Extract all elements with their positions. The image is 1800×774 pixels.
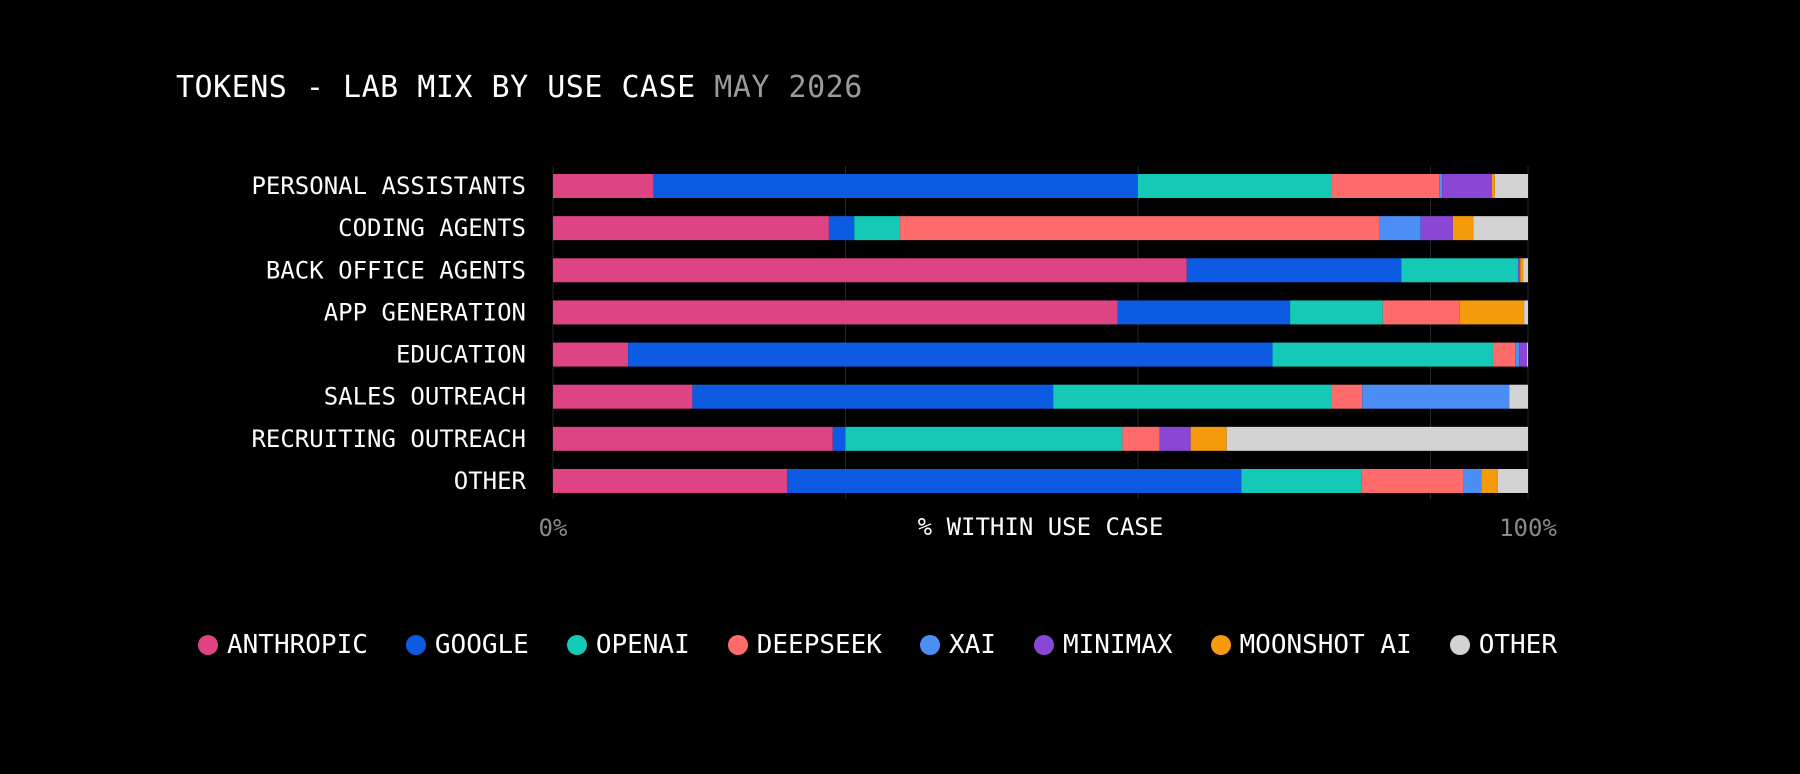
bar-segment-deepseek (1492, 342, 1516, 367)
bar-segment-deepseek (1382, 300, 1460, 325)
bar-segment-anthropic (553, 216, 829, 241)
bar-segment-other (1524, 300, 1528, 325)
category-labels: PERSONAL ASSISTANTS CODING AGENTS BACK OFF… (251, 172, 526, 495)
legend-label: ANTHROPIC (227, 630, 368, 660)
chart-title: TOKENS - LAB MIX BY USE CASE MAY 2026 (176, 70, 863, 105)
legend-item: GOOGLE (405, 630, 529, 660)
legend-label: MINIMAX (1062, 630, 1173, 660)
legend-swatch (727, 635, 748, 655)
bar-segment-anthropic (553, 258, 1187, 283)
bar-segment-openai (1290, 300, 1383, 325)
legend-label: OPENAI (595, 630, 690, 660)
bar-segment-minimax (1442, 174, 1492, 198)
bar-segment-other (1527, 342, 1528, 367)
category-label: EDUCATION (396, 341, 526, 369)
bar-segment-deepseek (1122, 426, 1160, 451)
chart-title-main: TOKENS - LAB MIX BY USE CASE (176, 70, 696, 105)
bar-segment-moonshot-ai (1190, 426, 1227, 451)
legend: ANTHROPIC GOOGLE OPENAI DEEPSEEK XAI MINIMAX M… (198, 630, 1595, 660)
legend-item: OTHER (1449, 630, 1557, 660)
legend-swatch (1210, 635, 1231, 655)
bar-segment-other (1226, 426, 1528, 451)
legend-swatch (566, 635, 587, 655)
legend-swatch (1033, 635, 1054, 655)
bar-segment-xai (1379, 216, 1421, 241)
bar-segment-google (628, 342, 1273, 367)
legend-item: ANTHROPIC (198, 630, 368, 660)
bar-segment-minimax (1159, 426, 1191, 451)
legend-label: XAI (948, 630, 996, 660)
bar-segment-google (653, 174, 1138, 198)
bar-segment-xai (1515, 342, 1520, 367)
bar-segment-google (1117, 300, 1291, 325)
legend-swatch (405, 635, 426, 655)
legend-swatch (1449, 635, 1470, 655)
legend-label: MOONSHOT AI (1239, 630, 1412, 660)
bars (553, 174, 1528, 493)
bar-segment-xai (1362, 384, 1510, 409)
bar-segment-deepseek (1331, 384, 1363, 409)
bar-segment-xai (1463, 468, 1482, 493)
category-label: RECRUITING OUTREACH (251, 425, 526, 453)
x-axis-label: % WITHIN USE CASE (918, 513, 1164, 541)
chart-title-date: MAY 2026 (714, 70, 863, 105)
bar-segment-openai (1241, 468, 1362, 493)
bar-segment-minimax (1420, 216, 1453, 241)
bar-segment-other (1523, 258, 1528, 283)
bar-segment-google (692, 384, 1054, 409)
bar-segment-minimax (1518, 258, 1521, 283)
bar-segment-xai (1439, 174, 1443, 198)
category-label: PERSONAL ASSISTANTS (251, 172, 526, 200)
bar-segment-google (787, 468, 1242, 493)
bar-segment-moonshot-ai (1520, 258, 1524, 283)
bar-segment-openai (1053, 384, 1332, 409)
legend-label: DEEPSEEK (756, 630, 882, 660)
legend-item: MOONSHOT AI (1210, 630, 1412, 660)
bar-segment-anthropic (553, 300, 1118, 325)
category-label: SALES OUTREACH (324, 383, 526, 411)
x-axis: 0% 100% % WITHIN USE CASE (539, 513, 1558, 542)
bar-segment-google (1186, 258, 1402, 283)
bar-segment-openai (1272, 342, 1493, 367)
bar-segment-anthropic (553, 468, 787, 493)
bar-segment-openai (1401, 258, 1519, 283)
bar-segment-openai (854, 216, 901, 241)
bar-segment-minimax (1519, 342, 1528, 367)
category-label: APP GENERATION (324, 298, 526, 326)
x-tick-label: 0% (539, 514, 568, 542)
x-tick-label: 100% (1499, 514, 1557, 542)
bar-segment-other (1473, 216, 1528, 241)
bar-segment-other (1497, 468, 1528, 493)
legend-swatch (198, 635, 218, 655)
bar-segment-moonshot-ai (1459, 300, 1525, 325)
bar-segment-deepseek (1332, 174, 1440, 198)
bar-segment-moonshot-ai (1452, 216, 1474, 241)
bar-segment-moonshot-ai (1481, 468, 1498, 493)
bar-segment-openai (845, 426, 1123, 451)
category-label: CODING AGENTS (338, 214, 526, 242)
legend-item: DEEPSEEK (727, 630, 882, 660)
bar-segment-google (828, 216, 855, 241)
legend-label: GOOGLE (434, 630, 529, 660)
category-label: BACK OFFICE AGENTS (266, 256, 526, 284)
bar-segment-deepseek (900, 216, 1380, 241)
bar-segment-other (1509, 384, 1528, 409)
bar-segment-deepseek (1361, 468, 1464, 493)
legend-item: OPENAI (566, 630, 690, 660)
legend-item: MINIMAX (1033, 630, 1173, 660)
bar-segment-anthropic (553, 174, 654, 198)
bar-segment-openai (1138, 174, 1333, 198)
bar-segment-other (1494, 174, 1528, 198)
category-label: OTHER (454, 467, 527, 495)
legend-label: OTHER (1478, 630, 1557, 660)
bar-segment-anthropic (553, 384, 693, 409)
bar-segment-anthropic (553, 426, 833, 451)
bar-segment-moonshot-ai (1491, 174, 1495, 198)
bar-segment-anthropic (553, 342, 629, 367)
legend-swatch (919, 635, 940, 655)
bar-segment-google (832, 426, 846, 451)
legend-item: XAI (919, 630, 996, 660)
